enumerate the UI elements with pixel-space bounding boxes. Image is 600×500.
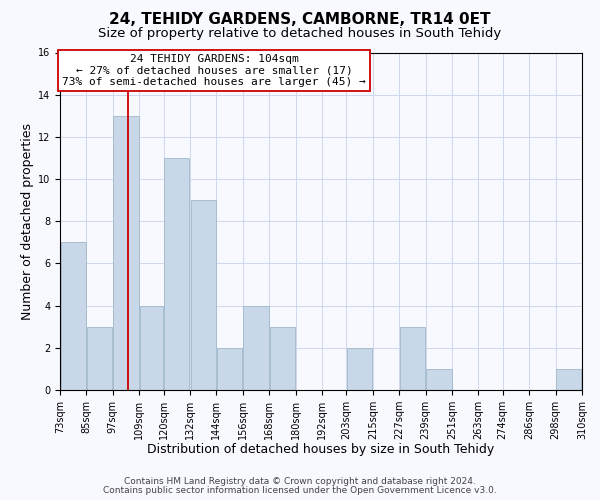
Bar	[270, 326, 295, 390]
Bar	[87, 326, 112, 390]
Text: 24, TEHIDY GARDENS, CAMBORNE, TR14 0ET: 24, TEHIDY GARDENS, CAMBORNE, TR14 0ET	[109, 12, 491, 28]
X-axis label: Distribution of detached houses by size in South Tehidy: Distribution of detached houses by size …	[148, 444, 494, 456]
Bar	[191, 200, 216, 390]
Text: Contains HM Land Registry data © Crown copyright and database right 2024.: Contains HM Land Registry data © Crown c…	[124, 477, 476, 486]
Bar	[164, 158, 190, 390]
Bar	[426, 369, 452, 390]
Bar	[400, 326, 425, 390]
Bar	[140, 306, 163, 390]
Bar	[113, 116, 139, 390]
Text: Size of property relative to detached houses in South Tehidy: Size of property relative to detached ho…	[98, 28, 502, 40]
Bar	[61, 242, 86, 390]
Y-axis label: Number of detached properties: Number of detached properties	[21, 122, 34, 320]
Bar	[347, 348, 372, 390]
Bar	[217, 348, 242, 390]
Text: Contains public sector information licensed under the Open Government Licence v3: Contains public sector information licen…	[103, 486, 497, 495]
Bar	[556, 369, 581, 390]
Bar	[244, 306, 269, 390]
Text: 24 TEHIDY GARDENS: 104sqm
← 27% of detached houses are smaller (17)
73% of semi-: 24 TEHIDY GARDENS: 104sqm ← 27% of detac…	[62, 54, 366, 88]
